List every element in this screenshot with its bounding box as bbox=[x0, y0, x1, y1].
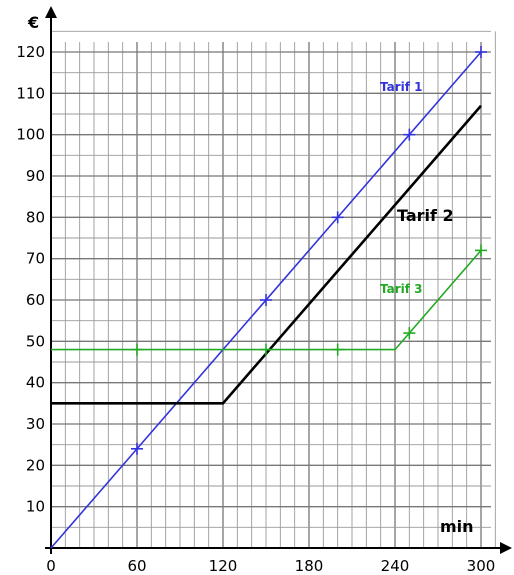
tick-labels: 0 60 120 180 240 300 10 20 30 40 50 60 70 80 90 100 110 1… bbox=[16, 43, 495, 575]
x-axis-label: min bbox=[440, 517, 474, 536]
data-point-marker bbox=[475, 46, 487, 58]
x-tick-label: 120 bbox=[209, 557, 238, 575]
data-point-marker bbox=[331, 211, 344, 224]
y-tick-label: 90 bbox=[26, 167, 45, 185]
data-point-marker bbox=[403, 128, 416, 141]
y-tick-label: 40 bbox=[26, 374, 45, 392]
x-tick-label: 300 bbox=[467, 557, 496, 575]
x-tick-label: 180 bbox=[295, 557, 324, 575]
data-point-marker bbox=[331, 343, 344, 356]
y-axis-arrow bbox=[45, 6, 57, 18]
y-tick-label: 110 bbox=[16, 84, 45, 102]
data-point-marker bbox=[131, 343, 143, 356]
x-tick-label: 60 bbox=[127, 557, 146, 575]
data-point-marker bbox=[403, 327, 416, 340]
y-axis-label: € bbox=[27, 13, 39, 32]
series-label: Tarif 2 bbox=[397, 206, 454, 225]
grid bbox=[51, 30, 496, 548]
x-axis-arrow bbox=[500, 542, 512, 554]
x-tick-label: 240 bbox=[381, 557, 410, 575]
y-tick-label: 50 bbox=[26, 332, 45, 350]
y-tick-label: 120 bbox=[16, 43, 45, 61]
series-line-tarif-3 bbox=[51, 249, 482, 351]
series-layer: Tarif 1 Tarif 2 Tarif 3 bbox=[50, 46, 487, 549]
y-tick-label: 20 bbox=[26, 456, 45, 474]
y-tick-label: 100 bbox=[16, 126, 45, 144]
series-line-tarif-2 bbox=[51, 104, 482, 405]
y-tick-label: 80 bbox=[26, 208, 45, 226]
axes bbox=[45, 6, 512, 554]
y-tick-label: 10 bbox=[26, 498, 45, 516]
data-point-marker bbox=[260, 294, 272, 306]
y-tick-label: 60 bbox=[26, 291, 45, 309]
series-label: Tarif 1 bbox=[380, 80, 423, 94]
series-label: Tarif 3 bbox=[380, 282, 423, 296]
y-tick-label: 30 bbox=[26, 415, 45, 433]
data-point-marker bbox=[131, 442, 143, 455]
data-point-marker bbox=[260, 343, 272, 356]
y-tick-label: 70 bbox=[26, 250, 45, 268]
x-tick-label: 0 bbox=[46, 557, 56, 575]
data-point-marker bbox=[475, 244, 487, 257]
